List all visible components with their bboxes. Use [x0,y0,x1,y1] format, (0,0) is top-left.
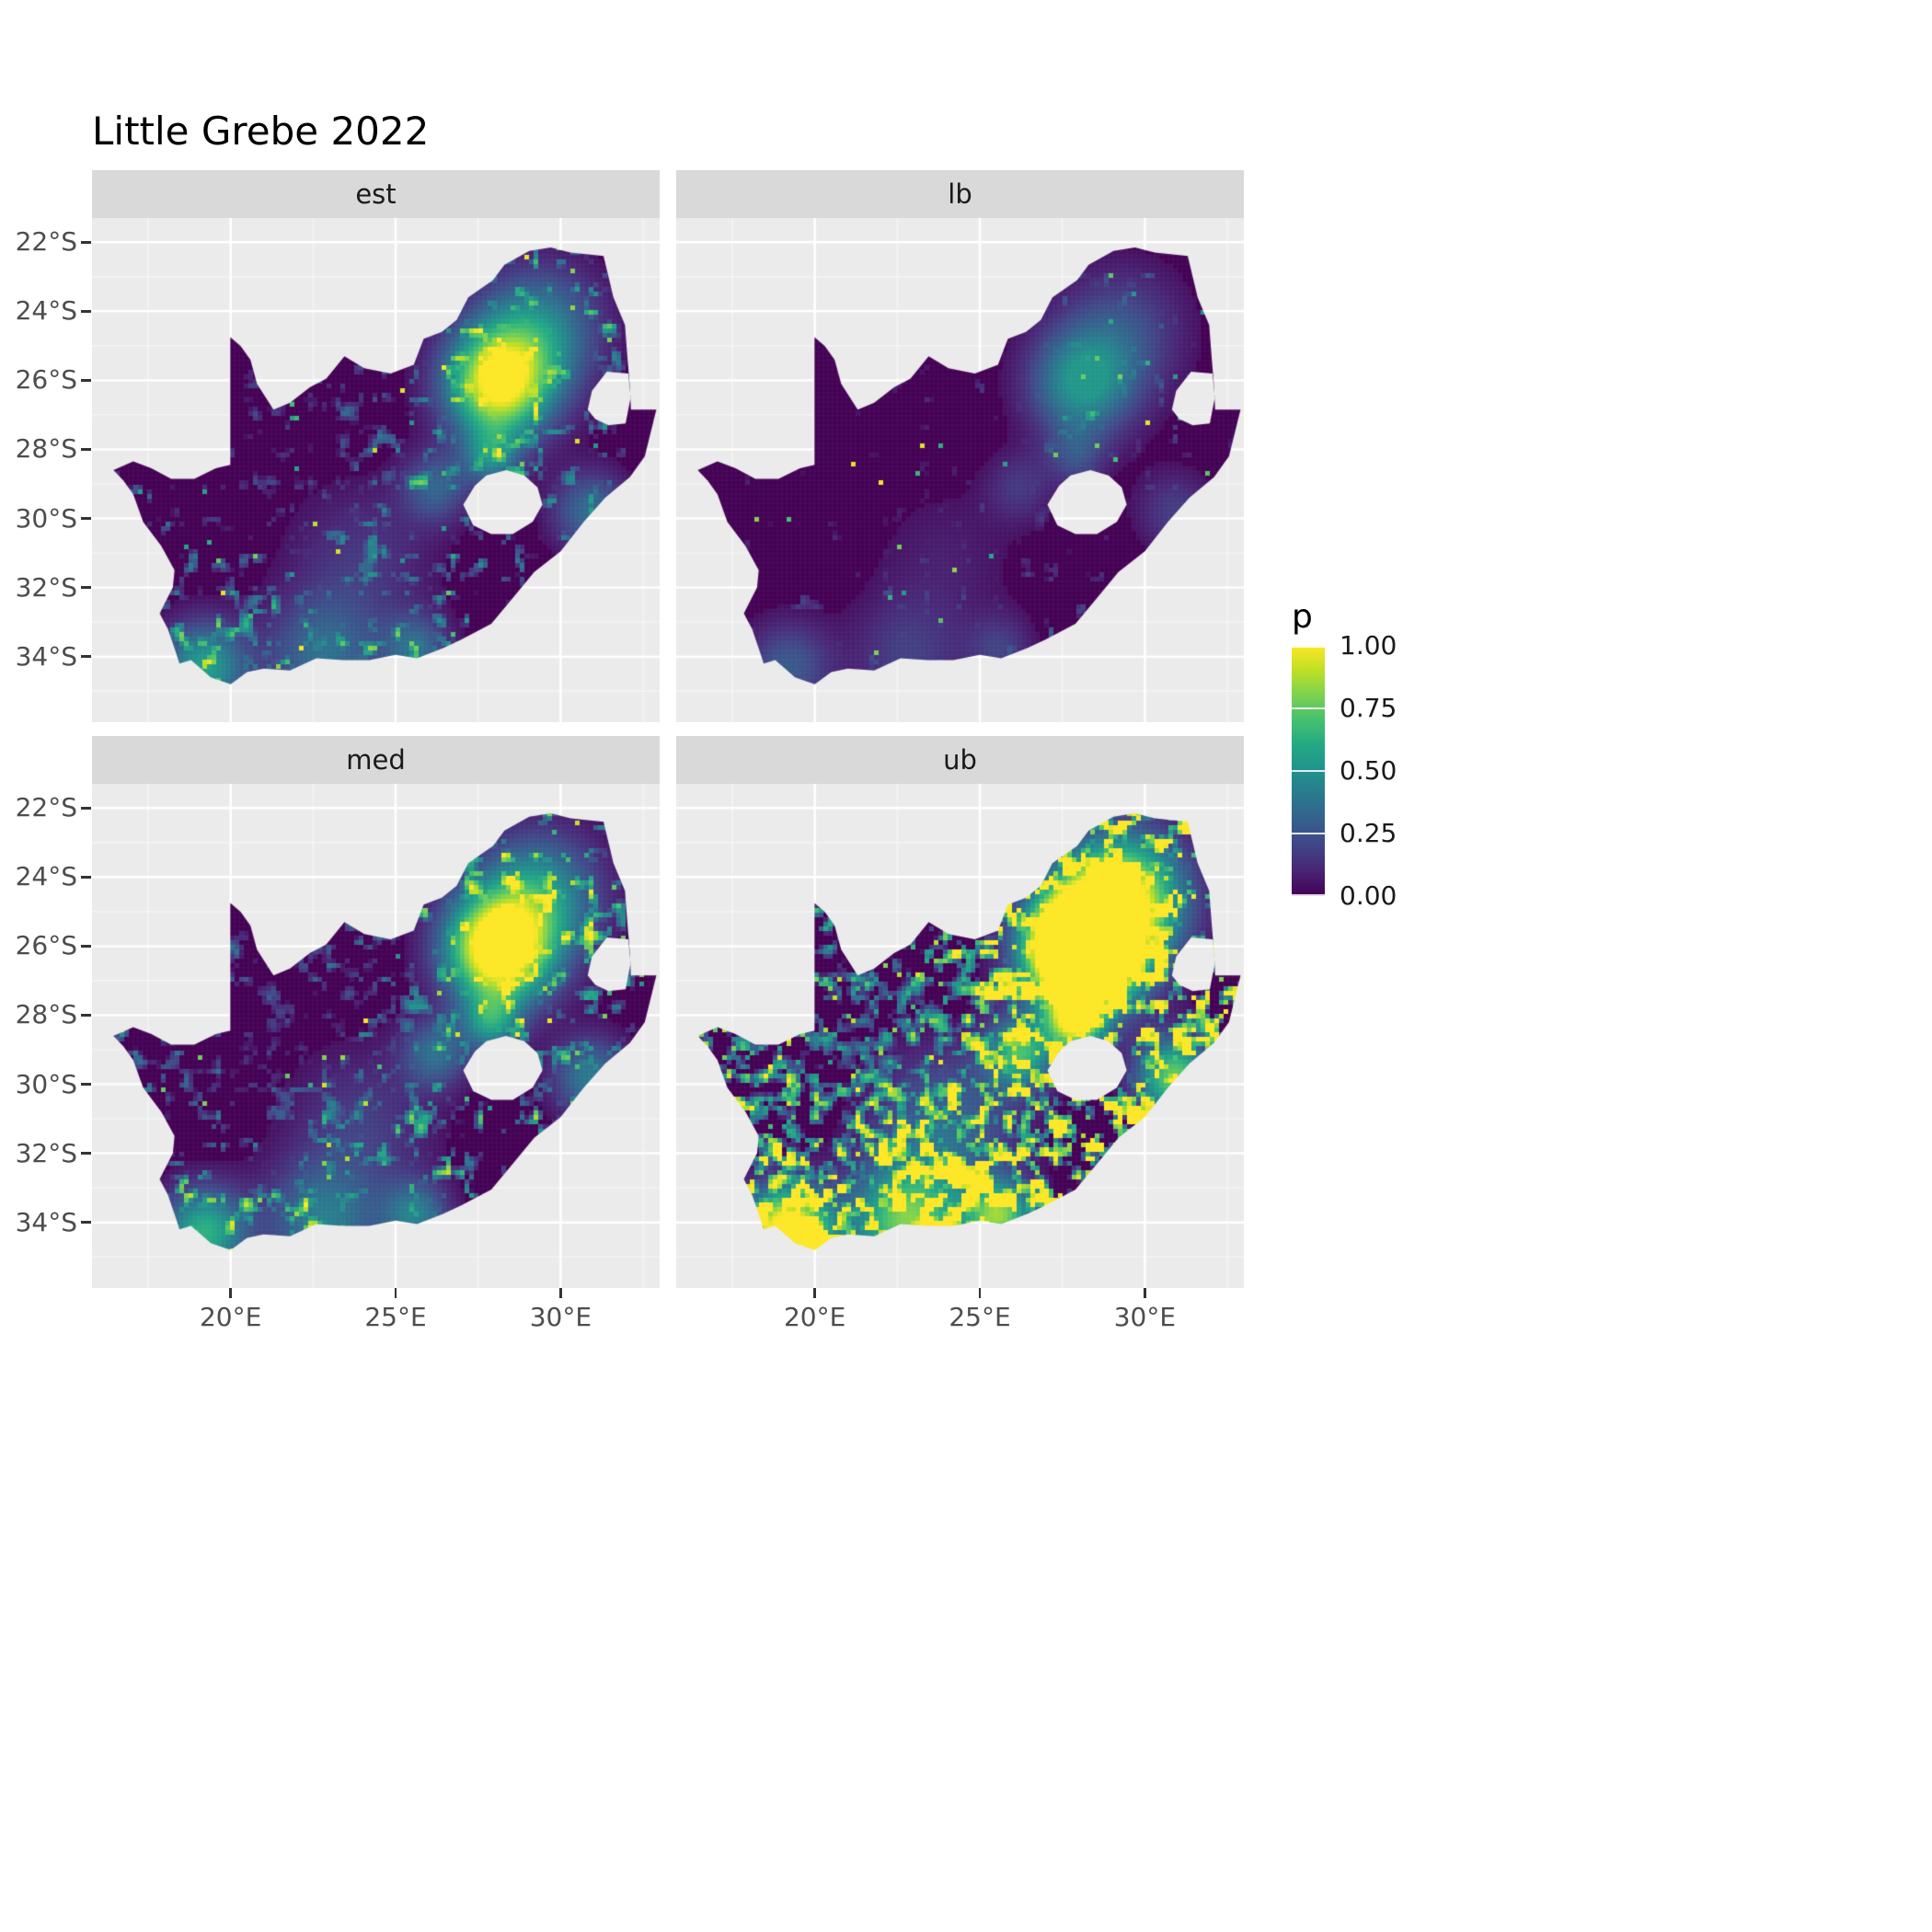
map-canvas-est [92,218,660,722]
legend-colorbar [1292,646,1325,896]
facet-strip-est: est [92,170,660,218]
legend-tick-label: 0.50 [1340,755,1397,786]
legend-tick-label: 1.00 [1340,630,1397,661]
x-axis-tick-mark [229,1288,232,1298]
facet-strip-ub: ub [676,736,1244,784]
y-axis-tick-label: 34°S [15,1206,77,1237]
y-axis-tick-mark [81,448,91,451]
y-axis-tick-label: 32°S [15,571,77,603]
y-axis-tick-mark [81,1083,91,1086]
legend-tick-label: 0.00 [1340,880,1397,911]
y-axis-tick-mark [81,655,91,658]
facet-strip-label-est: est [355,178,397,210]
y-axis-tick-mark [81,1221,91,1224]
y-axis-tick-label: 34°S [15,640,77,672]
map-canvas-lb [676,218,1244,722]
x-axis-tick-label: 30°E [529,1302,592,1332]
facet-strip-label-lb: lb [948,178,972,210]
y-axis-tick-label: 28°S [15,433,77,465]
chart-title: Little Grebe 2022 [92,109,430,154]
y-axis-tick-label: 28°S [15,999,77,1030]
legend-tick-label: 0.75 [1340,693,1397,723]
facet-strip-label-ub: ub [943,744,977,776]
y-axis-tick-mark [81,586,91,589]
legend-title: p [1292,598,1313,636]
legend-colorbar-tick [1292,646,1325,648]
legend-colorbar-tick [1292,707,1325,709]
legend-tick-label: 0.25 [1340,818,1397,848]
legend-colorbar-tick [1292,833,1325,834]
y-axis-tick-mark [81,876,91,879]
x-axis-tick-mark [394,1288,397,1298]
y-axis-tick-mark [81,807,91,810]
y-axis-tick-mark [81,310,91,313]
x-axis-tick-label: 20°E [199,1302,262,1332]
facet-strip-med: med [92,736,660,784]
y-axis-tick-mark [81,379,91,382]
y-axis-tick-label: 26°S [15,930,77,961]
x-axis-tick-mark [813,1288,816,1298]
y-axis-tick-label: 22°S [15,226,77,258]
y-axis-tick-mark [81,1014,91,1017]
y-axis-tick-label: 24°S [15,861,77,892]
y-axis-tick-label: 26°S [15,364,77,396]
y-axis-tick-mark [81,517,91,520]
y-axis-tick-label: 30°S [15,502,77,534]
x-axis-tick-label: 25°E [364,1302,427,1332]
legend-colorbar-tick [1292,770,1325,772]
x-axis-tick-label: 25°E [949,1302,1011,1332]
facet-strip-lb: lb [676,170,1244,218]
x-axis-tick-label: 30°E [1113,1302,1177,1332]
y-axis-tick-mark [81,945,91,948]
map-canvas-ub [676,784,1244,1288]
y-axis-tick-mark [81,1152,91,1155]
map-canvas-med [92,784,660,1288]
x-axis-tick-mark [559,1288,562,1298]
y-axis-tick-label: 30°S [15,1068,77,1099]
x-axis-tick-label: 20°E [783,1302,846,1332]
legend-colorbar-tick [1292,894,1325,896]
y-axis-tick-label: 32°S [15,1137,77,1168]
x-axis-tick-mark [978,1288,982,1298]
y-axis-tick-mark [81,241,91,244]
facet-strip-label-med: med [346,744,406,776]
x-axis-tick-mark [1144,1288,1146,1298]
y-axis-tick-label: 22°S [15,792,77,823]
y-axis-tick-label: 24°S [15,295,77,327]
